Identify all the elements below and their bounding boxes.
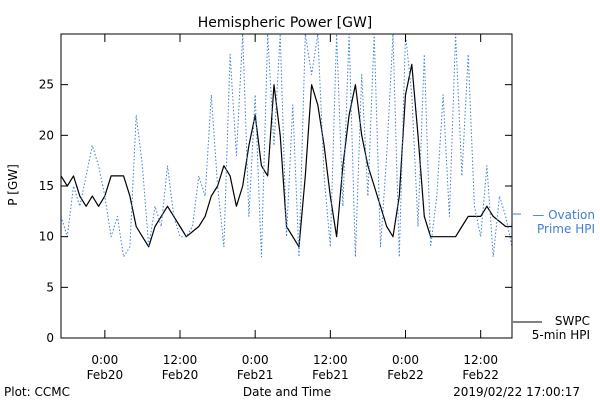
- y-tick-label: 15: [39, 179, 54, 193]
- x-tick-label: 12:00: [313, 353, 348, 367]
- x-tick-label: 0:00: [91, 353, 118, 367]
- y-tick-label: 20: [39, 128, 54, 142]
- x-tick-label: 12:00: [463, 353, 498, 367]
- x-tick-date-label: Feb21: [312, 368, 349, 382]
- x-axis-label: Date and Time: [243, 385, 331, 399]
- y-tick-label: 10: [39, 230, 54, 244]
- x-tick-label: 12:00: [163, 353, 198, 367]
- y-axis-label: P [GW]: [6, 164, 20, 206]
- x-tick-date-label: Feb22: [462, 368, 499, 382]
- y-tick-label: 5: [46, 280, 54, 294]
- chart-title: Hemispheric Power [GW]: [198, 15, 373, 31]
- legend-label-swpc-5-min-hpi: 5-min HPI: [532, 328, 590, 342]
- x-tick-date-label: Feb20: [87, 368, 124, 382]
- x-tick-label: 0:00: [242, 353, 269, 367]
- legend-label-swpc-5-min-hpi: SWPC: [555, 314, 590, 328]
- ovation-prime-hpi-line: [61, 34, 512, 258]
- plot-area-frame: [60, 33, 513, 339]
- x-tick-date-label: Feb22: [387, 368, 424, 382]
- x-tick-date-label: Feb20: [162, 368, 199, 382]
- plot-timestamp: 2019/02/22 17:00:17: [453, 385, 580, 399]
- y-tick-label: 0: [46, 331, 54, 345]
- plot-credit: Plot: CCMC: [4, 385, 70, 399]
- y-tick-label: 25: [39, 78, 54, 92]
- swpc-5-min-hpi-line: [61, 63, 512, 248]
- legend-label-ovation-prime-hpi: Prime HPI: [537, 222, 595, 236]
- x-tick-label: 0:00: [392, 353, 419, 367]
- legend-label-ovation-prime-hpi: — Ovation: [532, 208, 595, 222]
- x-tick-date-label: Feb21: [237, 368, 274, 382]
